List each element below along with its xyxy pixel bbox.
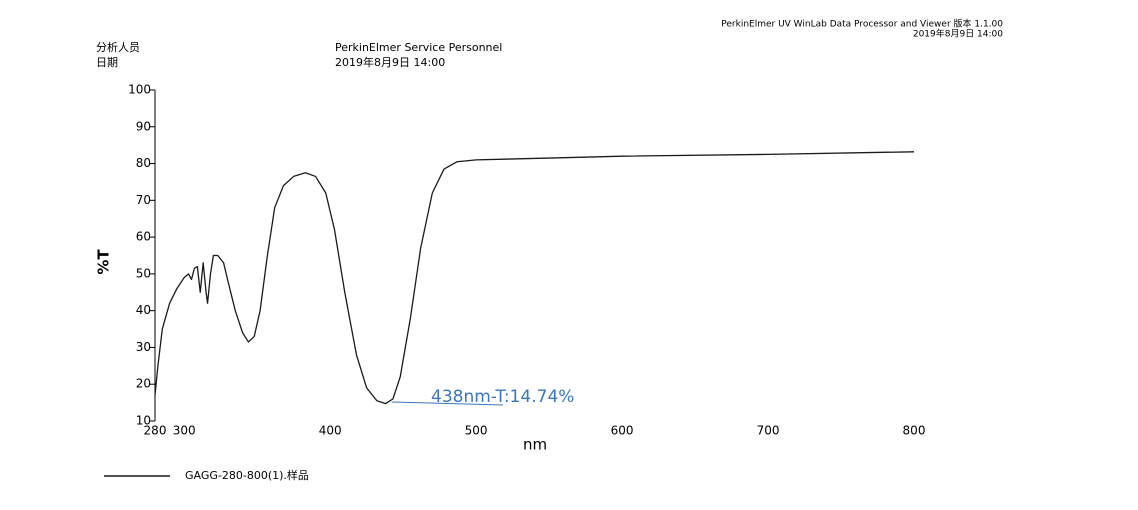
y-tick-label: 90 xyxy=(136,119,151,133)
y-tick-label: 80 xyxy=(136,156,151,170)
x-tick-label: 400 xyxy=(319,424,342,438)
x-tick-label: 600 xyxy=(611,424,634,438)
software-date: 2019年8月9日 14:00 xyxy=(913,28,1003,40)
date-label: 日期 xyxy=(96,56,118,69)
legend-label: GAGG-280-800(1).样品 xyxy=(185,468,309,482)
x-tick-label: 800 xyxy=(903,424,926,438)
x-tick-label: 700 xyxy=(757,424,780,438)
analyst: PerkinElmer Service Personnel xyxy=(335,41,502,54)
y-tick-label: 100 xyxy=(128,83,151,97)
x-axis-label: nm xyxy=(523,436,547,454)
spectrum-line xyxy=(154,151,915,405)
y-tick-label: 60 xyxy=(136,230,151,244)
y-tick-label: 40 xyxy=(136,303,151,317)
y-tick-label: 50 xyxy=(136,266,151,280)
annotation: 438nm-T:14.74% xyxy=(431,387,574,407)
software-name: PerkinElmer UV WinLab Data Processor and… xyxy=(721,18,1003,30)
annotation-leader xyxy=(391,401,504,406)
y-tick-label: 20 xyxy=(136,377,151,391)
y-tick-label: 30 xyxy=(136,340,151,354)
y-axis-label: %T xyxy=(95,249,113,275)
y-tick-label: 10 xyxy=(136,414,151,428)
x-tick-label: 300 xyxy=(173,424,196,438)
x-tick-label: 280 xyxy=(144,424,167,438)
analyst-label: 分析人员 xyxy=(96,40,140,54)
date: 2019年8月9日 14:00 xyxy=(335,55,445,69)
x-tick-label: 500 xyxy=(465,424,488,438)
y-tick-label: 70 xyxy=(136,193,151,207)
